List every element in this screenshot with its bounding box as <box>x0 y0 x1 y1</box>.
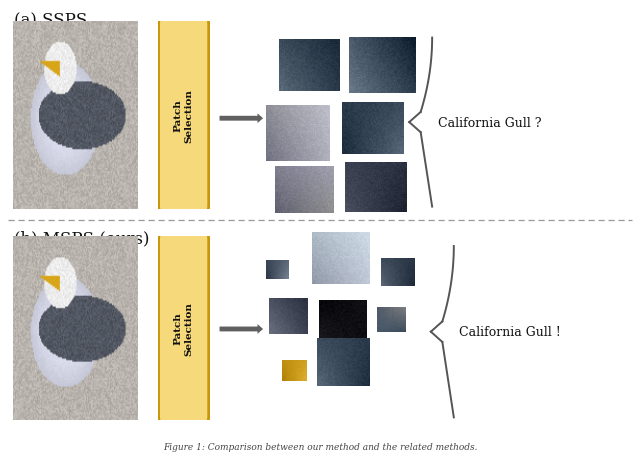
Text: California Gull ?: California Gull ? <box>438 117 541 130</box>
Text: Figure 1: Comparison between our method and the related methods.: Figure 1: Comparison between our method … <box>163 442 477 451</box>
Text: (b) MSPS (ours): (b) MSPS (ours) <box>14 230 150 247</box>
Text: (a) SSPS: (a) SSPS <box>14 13 88 30</box>
Text: California Gull !: California Gull ! <box>459 325 561 338</box>
